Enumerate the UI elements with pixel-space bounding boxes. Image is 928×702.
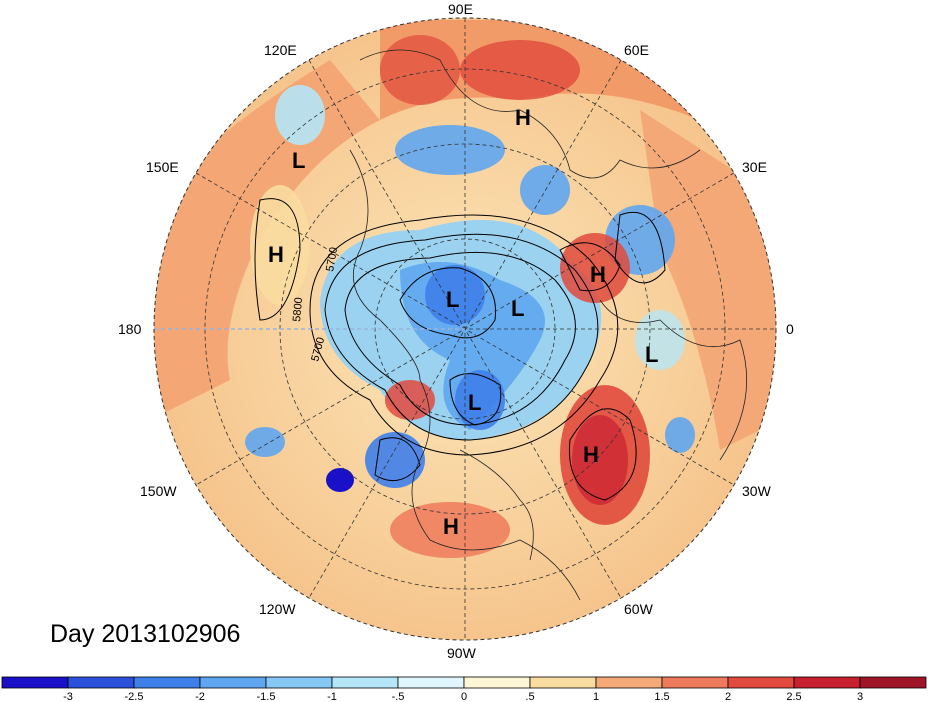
colorbar-swatch <box>595 676 663 689</box>
contour-label: 5800 <box>291 297 305 322</box>
high-pressure-label: H <box>443 514 459 539</box>
lon-label-150w: 150W <box>140 483 177 499</box>
colorbar-tick-label: 3 <box>857 691 863 702</box>
map-boundary <box>153 17 777 641</box>
colorbar-swatch <box>529 676 597 689</box>
colorbar-swatch <box>727 676 795 689</box>
polar-stereographic-map: 5700 5800 5700 H L H H L L L L H H 90E 6… <box>118 1 794 661</box>
high-pressure-label: H <box>583 442 599 467</box>
colorbar-tick-label: 2 <box>725 691 731 702</box>
high-pressure-label: H <box>268 242 284 267</box>
low-pressure-label: L <box>446 287 459 312</box>
high-pressure-label: H <box>590 262 606 287</box>
lon-label-180: 180 <box>118 321 142 337</box>
colorbar-swatch <box>463 676 531 689</box>
colorbar-swatch <box>793 676 861 689</box>
colorbar-swatch <box>859 676 927 689</box>
lon-label-90e: 90E <box>448 1 473 17</box>
low-pressure-label: L <box>292 148 305 173</box>
colorbar-tick-label: 1.5 <box>654 691 669 702</box>
colorbar-swatch <box>199 676 267 689</box>
lon-label-90w: 90W <box>447 645 477 661</box>
contour-label: 5700 <box>324 246 340 272</box>
lon-label-30e: 30E <box>742 159 767 175</box>
pressure-centers: H L H H L L L L H H <box>268 105 658 539</box>
lon-label-120w: 120W <box>259 601 296 617</box>
low-pressure-label: L <box>511 296 524 321</box>
low-pressure-label: L <box>645 342 658 367</box>
colorbar-tick-label: 2.5 <box>786 691 801 702</box>
colorbar-swatch <box>133 676 201 689</box>
lon-label-60w: 60W <box>624 601 654 617</box>
low-pressure-label: L <box>468 390 481 415</box>
colorbar-tick-label: -2.5 <box>125 691 144 702</box>
colorbar-tick-label: -2 <box>195 691 205 702</box>
colorbar-tick-label: -.5 <box>392 691 405 702</box>
colorbar-swatch <box>1 676 69 689</box>
colorbar-tick-label: 1 <box>593 691 599 702</box>
colorbar-swatch <box>661 676 729 689</box>
colorbar-swatch <box>67 676 135 689</box>
colorbar-tick-label: -1 <box>327 691 337 702</box>
colorbar-tick-label: .5 <box>525 691 534 702</box>
high-pressure-label: H <box>515 105 531 130</box>
day-label: Day 2013102906 <box>50 620 241 648</box>
longitude-labels: 90E 60E 30E 0 30W 60W 90W 120W 150W 180 … <box>118 1 794 661</box>
colorbar-tick-label: 0 <box>461 691 467 702</box>
colorbar-swatch <box>397 676 465 689</box>
lon-label-30w: 30W <box>742 483 772 499</box>
colorbar: -3 -2.5 -2 -1.5 -1 -.5 0 .5 1 1.5 2 2.5 3 <box>1 676 927 702</box>
colorbar-tick-label: -1.5 <box>257 691 276 702</box>
colorbar-swatch <box>331 676 399 689</box>
lon-label-60e: 60E <box>624 42 649 58</box>
lon-label-150e: 150E <box>146 159 179 175</box>
colorbar-tick-label: -3 <box>63 691 73 702</box>
lon-label-0: 0 <box>786 321 794 337</box>
coastlines <box>349 49 748 601</box>
colorbar-swatch <box>265 676 333 689</box>
lon-label-120e: 120E <box>264 42 297 58</box>
